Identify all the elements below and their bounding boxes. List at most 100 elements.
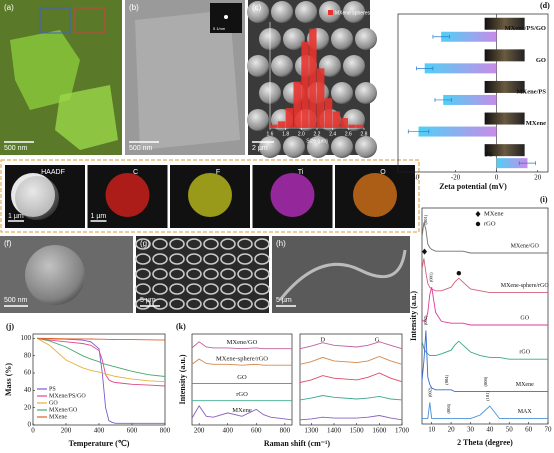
histogram-bar: [348, 124, 356, 128]
marker-symbol: [475, 211, 481, 217]
series-label: MXene-sphere/rGO: [501, 283, 550, 289]
series-label: MXene: [232, 407, 252, 414]
x-tick-label: 200: [194, 427, 205, 435]
x-tick-label: 800: [280, 427, 291, 435]
legend-label: rGO: [484, 220, 496, 227]
histogram-bar: [301, 41, 309, 128]
sphere: [331, 82, 353, 104]
series-label: MXene/GO: [511, 243, 540, 249]
pore: [135, 268, 151, 280]
peak-label: (001): [423, 214, 428, 224]
pore: [169, 238, 185, 250]
panel-label: (b): [129, 3, 139, 12]
scale-label: 1 µm: [8, 213, 24, 220]
panel-label: (c): [252, 3, 262, 12]
pore: [237, 238, 253, 250]
peak-label: (002): [423, 315, 428, 325]
pore: [237, 253, 253, 265]
x-tick-label: 2.8: [361, 131, 368, 137]
sphere: [247, 55, 269, 77]
plot-frame: [299, 333, 403, 426]
y-tick-label: 80: [24, 351, 32, 359]
scale-label: 500 nm: [4, 145, 28, 152]
pore: [186, 298, 202, 310]
x-tick-label: 200: [61, 427, 72, 435]
error-bar: [416, 66, 434, 71]
pore: [203, 238, 219, 250]
x-axis-label: 2 Theta (degree): [457, 438, 513, 447]
pore: [135, 253, 151, 265]
y-tick-label: 40: [24, 386, 32, 394]
bar: [441, 31, 497, 42]
histogram-bar: [277, 121, 286, 128]
pore: [152, 298, 168, 310]
pore: [203, 268, 219, 280]
line: [421, 222, 548, 254]
peak-label: (002): [428, 387, 433, 397]
pore: [220, 298, 236, 310]
pore: [152, 268, 168, 280]
peak-label: (101): [485, 391, 490, 401]
y-axis-label: Intensity (a.u.): [178, 354, 187, 404]
band-label: G: [375, 336, 380, 343]
legend-label: MXene/GO: [49, 407, 78, 413]
pore: [169, 253, 185, 265]
sphere-shade: [15, 176, 59, 220]
sphere: [283, 28, 305, 50]
pore: [254, 253, 270, 265]
y-tick-label: 100: [21, 334, 32, 342]
x-tick-label: 400: [222, 427, 233, 435]
pore: [169, 283, 185, 295]
flake: [10, 30, 80, 110]
pore: [220, 238, 236, 250]
series-label: GO: [520, 315, 529, 321]
dashed-frame: [0, 159, 420, 233]
legend-label: MXene: [484, 210, 504, 217]
sphere: [283, 136, 305, 158]
line: [191, 358, 292, 366]
micrograph: [272, 236, 410, 313]
marker-symbol: [422, 248, 428, 255]
pore: [203, 253, 219, 265]
category-label: MXene/PS: [516, 88, 546, 95]
vial: [484, 17, 525, 30]
pore: [203, 283, 219, 295]
x-tick-label: 2.6: [345, 131, 352, 137]
line: [299, 395, 403, 401]
scale-label: 2 µm: [252, 145, 268, 152]
inset-scale: 5 1/nm: [213, 26, 226, 31]
histogram-bar: [356, 124, 364, 128]
legend-swatch: [328, 10, 333, 15]
x-tick-label: 70: [545, 426, 553, 434]
marker-symbol: [475, 221, 481, 227]
sphere: [355, 28, 377, 50]
series-label: rGO: [236, 391, 248, 398]
sphere: [343, 1, 365, 23]
pore: [169, 268, 185, 280]
line: [299, 415, 403, 421]
element-map: [270, 173, 315, 217]
x-tick-label: 1400: [327, 427, 342, 435]
legend-label: MXene/PS/GO: [49, 393, 86, 399]
x-tick-label: 1300: [304, 427, 319, 435]
x-tick-label: 1700: [395, 427, 410, 435]
wrinkle: [278, 249, 407, 301]
scale-label: 1 µm: [91, 213, 107, 220]
x-tick-label: 60: [525, 426, 533, 434]
line: [299, 341, 403, 350]
x-axis-label: Temperature (℃): [69, 439, 130, 448]
element-map: [105, 173, 150, 217]
vial: [484, 144, 525, 157]
series-label: MXene-sphere/rGO: [216, 356, 268, 363]
plot-frame: [397, 13, 549, 173]
line: [421, 340, 548, 360]
sphere: [343, 55, 365, 77]
sphere: [247, 109, 269, 131]
pore: [237, 298, 253, 310]
sphere: [295, 1, 317, 23]
error-bar: [518, 161, 537, 166]
pore: [254, 238, 270, 250]
line: [37, 337, 166, 341]
panel-label: (a): [4, 3, 14, 12]
x-tick-label: -20: [451, 174, 461, 182]
